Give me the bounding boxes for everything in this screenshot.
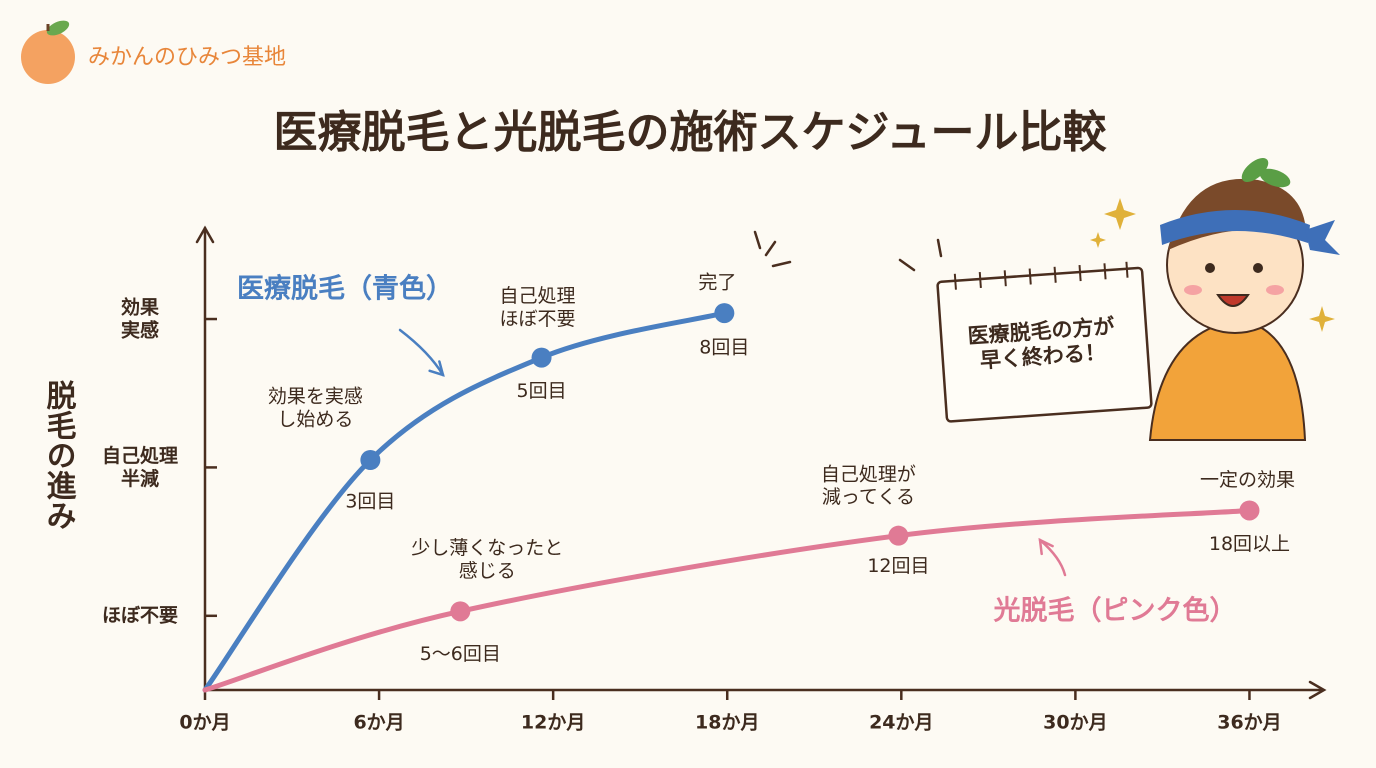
data-point	[531, 347, 552, 368]
legend-label: 医療脱毛（青色）	[237, 273, 453, 305]
y-axis-label: 脱毛の進み	[41, 380, 77, 530]
x-tick-label: 6か月	[353, 712, 404, 734]
data-point	[450, 601, 471, 622]
notepad: 医療脱毛の方が早く終わる！	[936, 261, 1153, 423]
brand-logo	[21, 20, 75, 84]
character	[1148, 158, 1340, 441]
annotation: 一定の効果	[1200, 469, 1295, 491]
x-tick-label: 12か月	[521, 712, 585, 734]
x-tick-label: 30か月	[1043, 712, 1107, 734]
x-tick-label: 18か月	[695, 712, 759, 734]
point-label: 12回目	[867, 555, 929, 577]
y-tick-label: 効果実感	[121, 295, 159, 341]
annotation: 自己処理が減ってくる	[821, 463, 916, 508]
series-line	[202, 507, 1252, 693]
y-tick-label: 自己処理半減	[102, 444, 178, 490]
x-tick-label: 36か月	[1217, 712, 1281, 734]
legend-arrowhead	[1038, 537, 1054, 556]
axes	[195, 225, 1327, 700]
legend-label: 光脱毛（ピンク色）	[993, 595, 1237, 627]
y-tick-label: ほぼ不要	[102, 604, 178, 626]
accent-lines	[753, 230, 943, 272]
legend-arrowhead	[428, 360, 445, 377]
point-label: 5〜6回目	[420, 643, 501, 665]
brand: みかんのひみつ基地	[88, 45, 286, 70]
legend-arrow	[398, 328, 445, 377]
point-label: 8回目	[699, 337, 749, 359]
data-point	[360, 450, 381, 470]
series-line	[202, 310, 727, 693]
chart-title: 医療脱毛と光脱毛の施術スケジュール比較	[274, 107, 1108, 158]
annotation: 完了	[698, 272, 736, 294]
point-label: 18回以上	[1209, 533, 1290, 555]
annotation: 少し薄くなったと感じる	[411, 536, 563, 581]
annotation: 効果を実感し始める	[268, 385, 363, 430]
x-tick-label: 24か月	[869, 712, 933, 734]
point-label: 3回目	[345, 491, 395, 513]
annotation: 自己処理ほぼ不要	[500, 285, 576, 330]
point-label: 5回目	[517, 380, 567, 402]
note-text: 医療脱毛の方が早く終わる！	[967, 314, 1117, 373]
x-tick-label: 0か月	[179, 712, 230, 734]
data-point	[1239, 500, 1260, 521]
data-point	[714, 303, 735, 324]
data-point	[888, 525, 909, 546]
sparkles	[1090, 198, 1335, 332]
